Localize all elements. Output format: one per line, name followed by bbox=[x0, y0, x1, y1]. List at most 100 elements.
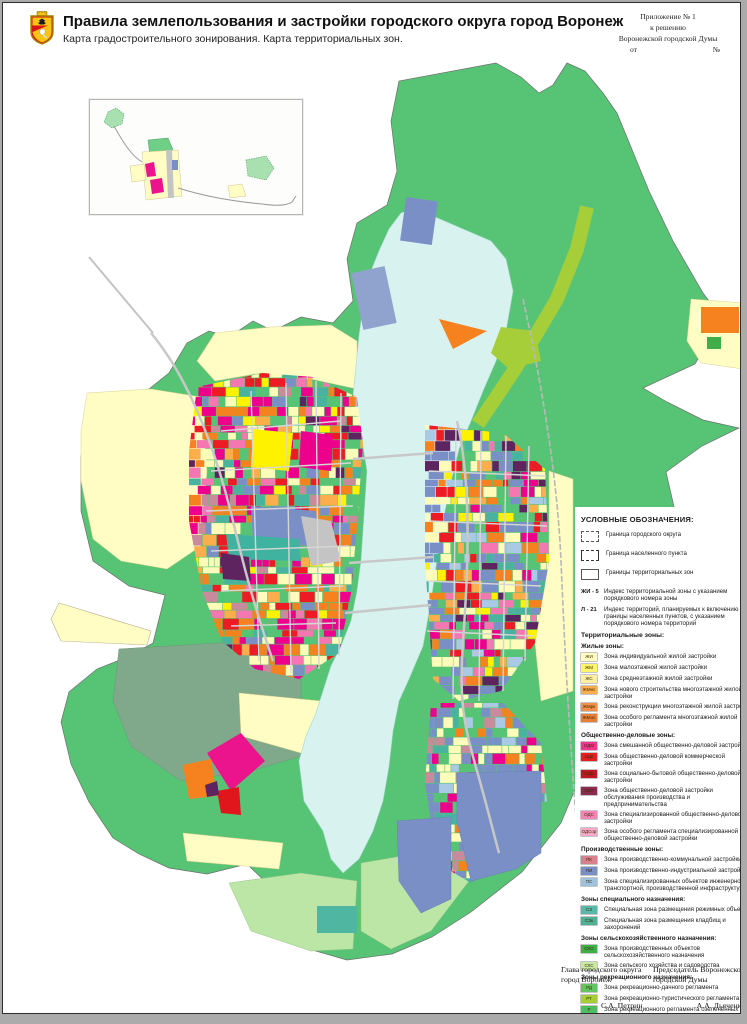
zone-color-swatch: РТ bbox=[581, 995, 597, 1003]
zone-color-swatch: ЖС bbox=[581, 675, 597, 683]
legend-label: Зона сельского хозяйства и садоводства bbox=[604, 962, 720, 969]
territorial-zones-heading: Территориальные зоны: bbox=[581, 632, 665, 639]
legend-zone-item: СХО Зона производственных объектов сельск… bbox=[581, 945, 740, 959]
annotation-number: № bbox=[712, 45, 720, 54]
signature-name-left: С.А. Петрин bbox=[601, 1001, 643, 1011]
zone-color-swatch: СЗк bbox=[581, 917, 597, 925]
zone-index-code: Л - 21 bbox=[581, 607, 597, 613]
zone-color-swatch: СЗ bbox=[581, 906, 597, 914]
signature-role-right: Председатель Воронежской городской Думы bbox=[653, 965, 741, 985]
legend-label: Специальная зона размещения кладбищ и за… bbox=[604, 917, 726, 931]
magenta-patch-south bbox=[207, 733, 265, 791]
zone-color-swatch: ЖМос bbox=[581, 714, 597, 722]
legend-index-item: Л - 21 Индекс территорий, планируемых к в… bbox=[581, 606, 740, 627]
zone-color-swatch: ОДБ bbox=[581, 770, 597, 778]
legend-zone-item: Р Зона рекреационного регламента озеленен… bbox=[581, 1006, 740, 1013]
dashdot-boundary-swatch bbox=[581, 550, 599, 561]
legend-label: Границы территориальных зон bbox=[606, 569, 694, 576]
legend-zone-item: ПК Зона производственно-коммунальной заст… bbox=[581, 856, 740, 864]
zone-color-swatch: ЖМнс bbox=[581, 686, 597, 694]
legend-boundary-item: Граница городского округа bbox=[581, 531, 740, 542]
legend-zone-item: ОДП Зона общественно-деловой застройки об… bbox=[581, 787, 740, 808]
legend-label: Зона особого регламента многоэтажной жил… bbox=[604, 714, 738, 728]
legend-label: Зона индивидуальной жилой застройки bbox=[604, 653, 717, 660]
legend-zone-item: СЗ Специальная зона размещения режимных о… bbox=[581, 906, 740, 914]
page-subtitle: Карта градостроительного зонирования. Ка… bbox=[63, 33, 403, 46]
legend-label: Зона малоэтажной жилой застройки bbox=[604, 664, 707, 671]
map-sheet: Правила землепользования и застройки гор… bbox=[2, 2, 741, 1014]
zone-color-swatch: ЖИ bbox=[581, 653, 597, 661]
legend-label: Зона нового строительства многоэтажной ж… bbox=[604, 686, 741, 700]
housing-finger-west bbox=[50, 602, 152, 646]
industrial-area-se bbox=[456, 770, 542, 882]
zone-color-swatch: СХС bbox=[581, 962, 597, 970]
orange-triangle bbox=[439, 319, 487, 349]
recreation-strip bbox=[472, 205, 594, 428]
housing-strip-south bbox=[182, 832, 284, 870]
city-overlays bbox=[205, 380, 548, 702]
legend-label: Зона особого регламента специализированн… bbox=[604, 828, 739, 842]
legend-label: Зона смешанной общественно-деловой застр… bbox=[604, 742, 741, 749]
orange-patch-east bbox=[701, 307, 739, 333]
zone-color-swatch: ПК bbox=[581, 856, 597, 864]
housing-area-nw bbox=[80, 388, 208, 570]
zone-color-swatch: ОДС bbox=[581, 811, 597, 819]
industrial-patch-shore bbox=[351, 266, 397, 330]
legend-index-item: ЖИ - 5 Индекс территориальной зоны с указ… bbox=[581, 588, 740, 602]
zone-index-code: ЖИ - 5 bbox=[581, 589, 599, 595]
legend-zone-item: ПС Зона специализированных объектов инжен… bbox=[581, 878, 741, 892]
legend-label: Зона среднеэтажной жилой застройки bbox=[604, 675, 713, 682]
legend-zone-item: РД Зона рекреационно-дачного регламента bbox=[581, 984, 740, 992]
legend-label: Зона производственно-индустриальной заст… bbox=[604, 867, 741, 874]
legend-zone-item: РТ Зона рекреационно-туристического регла… bbox=[581, 995, 740, 1003]
legend-label: Зона социально-бытовой общественно-делов… bbox=[604, 770, 741, 784]
zone-color-swatch: ОДСор bbox=[581, 828, 597, 836]
zone-color-swatch: СХО bbox=[581, 945, 597, 953]
legend-label: Зона производственных объектов сельскохо… bbox=[604, 945, 705, 959]
signature-name-right: А.А. Дьяченко bbox=[696, 1001, 741, 1011]
legend-zone-item: ОДК Зона общественно-деловой коммерческой… bbox=[581, 753, 740, 767]
red-patch-south bbox=[217, 787, 241, 815]
legend-zone-item: ЖМос Зона особого регламента многоэтажной… bbox=[581, 714, 740, 728]
recreation-blob bbox=[491, 327, 541, 369]
legend-label: Граница населенного пункта bbox=[606, 550, 687, 557]
voronezh-coat-of-arms bbox=[30, 11, 54, 45]
legend-boundary-item: Граница населенного пункта bbox=[581, 550, 740, 561]
legend-zone-item: ПИ Зона производственно-индустриальной за… bbox=[581, 867, 741, 875]
legend-zone-item: СХС Зона сельского хозяйства и садоводств… bbox=[581, 962, 740, 970]
solid-boundary-swatch bbox=[581, 569, 599, 580]
dashed-boundary-swatch bbox=[581, 531, 599, 542]
zone-color-swatch: ПС bbox=[581, 878, 597, 886]
zone-color-swatch: ОДМ bbox=[581, 742, 597, 750]
legend-zone-item: ЖМрк Зона реконструкции многоэтажной жило… bbox=[581, 703, 740, 711]
zone-group-title: Жилые зоны: bbox=[581, 643, 624, 650]
zone-color-swatch: ЖМ bbox=[581, 664, 597, 672]
zone-group-title: Общественно-деловые зоны: bbox=[581, 732, 676, 739]
annotation-block: Приложение № 1 к решению Воронежской гор… bbox=[604, 11, 732, 55]
legend: УСЛОВНЫЕ ОБОЗНАЧЕНИЯ: Граница городского… bbox=[575, 507, 741, 1013]
special-zone-patch bbox=[317, 906, 357, 933]
header: Правила землепользования и застройки гор… bbox=[29, 11, 629, 45]
signature-role-left: Глава городского округа город Воронеж bbox=[561, 965, 642, 985]
legend-label: Зона специализированных объектов инженер… bbox=[604, 878, 741, 892]
legend-zone-item: СЗк Специальная зона размещения кладбищ и… bbox=[581, 917, 740, 931]
zone-color-swatch: ОДП bbox=[581, 787, 597, 795]
legend-zone-item: ОДСор Зона особого регламента специализир… bbox=[581, 828, 740, 842]
annotation-from: от bbox=[630, 45, 638, 54]
annotation-line: к решению bbox=[650, 23, 686, 32]
inset-overview-map bbox=[89, 99, 303, 215]
legend-label: Зона рекреационно-дачного регламента bbox=[604, 984, 719, 991]
zone-color-swatch: ЖМрк bbox=[581, 703, 597, 711]
zone-color-swatch: ПИ bbox=[581, 867, 597, 875]
zone-group-title: Зоны специального назначения: bbox=[581, 896, 686, 903]
annotation-line: Приложение № 1 bbox=[640, 12, 696, 21]
legend-zone-item: ЖМнс Зона нового строительства многоэтажн… bbox=[581, 686, 741, 700]
legend-label: Зона рекреационного регламента озелененн… bbox=[604, 1006, 739, 1013]
legend-label: Зона рекреационно-туристического регламе… bbox=[604, 995, 740, 1002]
page-title: Правила землепользования и застройки гор… bbox=[63, 13, 624, 30]
zone-color-swatch: Р bbox=[581, 1006, 597, 1013]
legend-zone-item: ОДБ Зона социально-бытовой общественно-де… bbox=[581, 770, 741, 784]
legend-label: Зона специализированной общественно-дело… bbox=[604, 811, 741, 825]
legend-zone-item: ОДМ Зона смешанной общественно-деловой за… bbox=[581, 742, 741, 750]
zone-color-swatch: РД bbox=[581, 984, 597, 992]
